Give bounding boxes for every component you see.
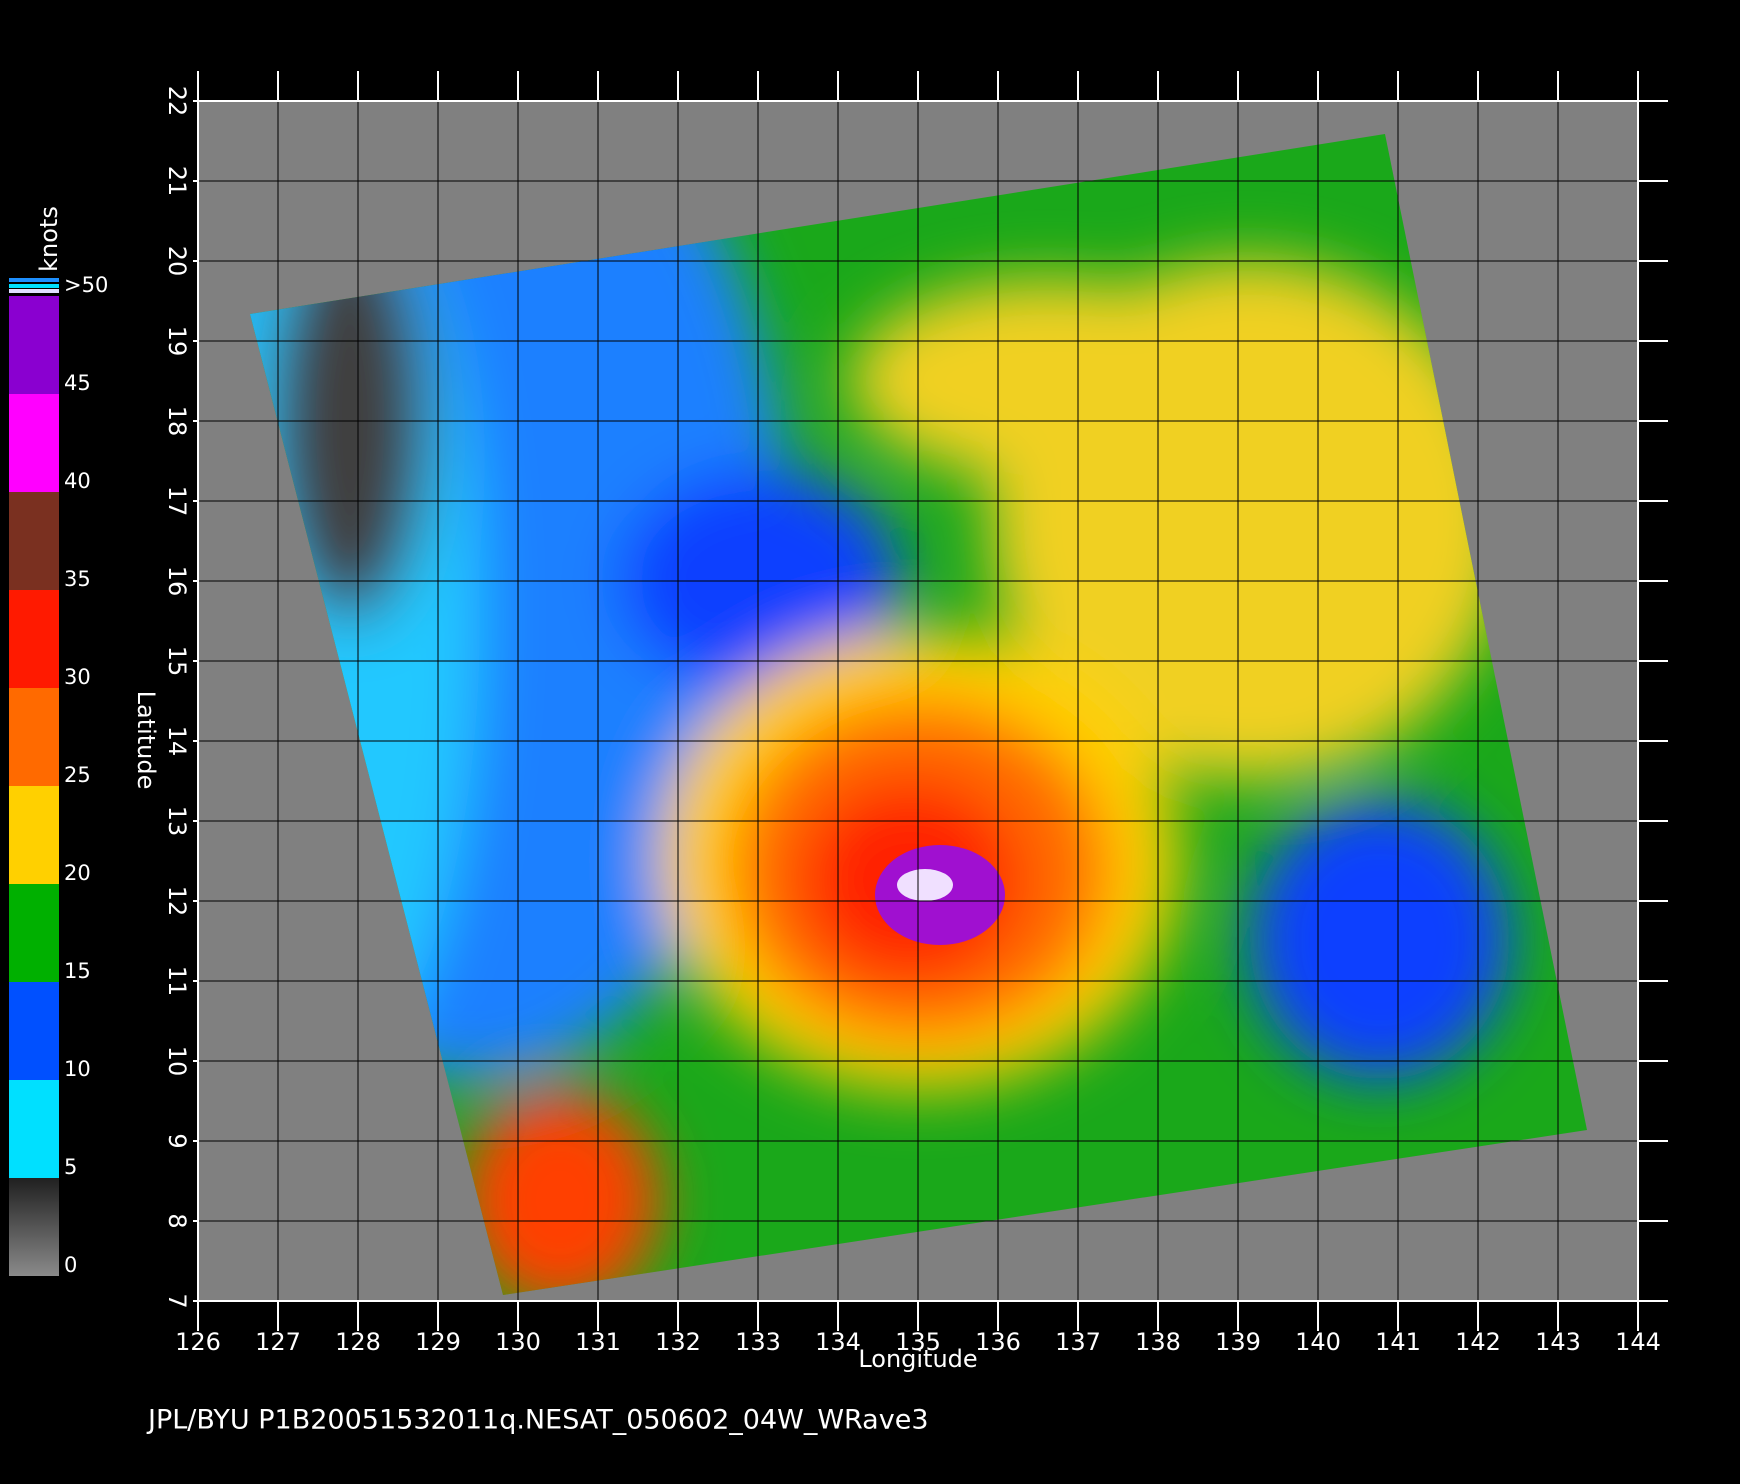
y-tick-label: 10 — [163, 1046, 191, 1077]
colorbar-band — [9, 1178, 59, 1276]
y-tick-label: 16 — [163, 566, 191, 597]
x-tick-label: 130 — [495, 1328, 541, 1356]
colorbar-tick-label: 25 — [64, 763, 91, 787]
colorbar-band — [9, 884, 59, 982]
colorbar-cap — [9, 284, 59, 288]
colorbar-tick-label: 10 — [64, 1057, 91, 1081]
y-tick-label: 8 — [163, 1213, 191, 1228]
x-tick-label: 136 — [975, 1328, 1021, 1356]
x-tick-label: 133 — [735, 1328, 781, 1356]
x-tick-label: 138 — [1135, 1328, 1181, 1356]
colorbar-band — [9, 688, 59, 786]
x-tick-label: 141 — [1375, 1328, 1421, 1356]
y-tick-label: 9 — [163, 1133, 191, 1148]
y-tick-label: 21 — [163, 166, 191, 197]
plot-frame — [197, 100, 1639, 1302]
x-tick-label: 137 — [1055, 1328, 1101, 1356]
colorbar-tick-label: 30 — [64, 665, 91, 689]
x-tick-label: 132 — [655, 1328, 701, 1356]
x-tick-label: 142 — [1455, 1328, 1501, 1356]
footer: JPL/BYU P1B20051532011q.NESAT_050602_04W… — [146, 1405, 929, 1436]
colorbar-band — [9, 394, 59, 492]
colorbar-tick-label: 15 — [64, 959, 91, 983]
y-tick-label: 15 — [163, 646, 191, 677]
x-tick-label: 139 — [1215, 1328, 1261, 1356]
x-tick-label: 144 — [1615, 1328, 1661, 1356]
colorbar-tick-label: 35 — [64, 567, 91, 591]
colorbar-tick-label: 5 — [64, 1155, 77, 1179]
colorbar-cap — [9, 289, 59, 293]
colorbar-title: knots — [35, 206, 63, 272]
colorbar-tick-label: 40 — [64, 469, 91, 493]
y-tick-label: 18 — [163, 406, 191, 437]
colorbar-band — [9, 590, 59, 688]
colorbar-tick-label: >50 — [64, 273, 108, 297]
colorbar-tick-label: 45 — [64, 371, 91, 395]
y-tick-label: 14 — [163, 726, 191, 757]
y-tick-label: 17 — [163, 486, 191, 517]
colorbar-tick-label: 20 — [64, 861, 91, 885]
y-tick-label: 13 — [163, 806, 191, 837]
x-tick-label: 128 — [335, 1328, 381, 1356]
x-tick-label: 134 — [815, 1328, 861, 1356]
colorbar-tick-label: 0 — [64, 1253, 77, 1277]
y-tick-label: 7 — [163, 1293, 191, 1308]
x-tick-label: 129 — [415, 1328, 461, 1356]
x-tick-label: 126 — [175, 1328, 221, 1356]
x-tick-label: 135 — [895, 1328, 941, 1356]
x-tick-label: 143 — [1535, 1328, 1581, 1356]
colorbar-band — [9, 1080, 59, 1178]
colorbar-band — [9, 982, 59, 1080]
x-tick-label: 131 — [575, 1328, 621, 1356]
y-tick-label: 11 — [163, 966, 191, 997]
colorbar-band — [9, 492, 59, 590]
y-tick-label: 22 — [163, 86, 191, 117]
colorbar-band — [9, 786, 59, 884]
map-area — [198, 101, 1638, 1301]
colorbar-cap — [9, 278, 59, 282]
y-tick-label: 20 — [163, 246, 191, 277]
colorbar-band — [9, 296, 59, 394]
y-axis-title: Latitude — [132, 691, 160, 790]
y-tick-label: 12 — [163, 886, 191, 917]
y-tick-label: 19 — [163, 326, 191, 357]
x-tick-label: 140 — [1295, 1328, 1341, 1356]
x-axis-title: Longitude — [858, 1345, 977, 1373]
x-tick-label: 127 — [255, 1328, 301, 1356]
